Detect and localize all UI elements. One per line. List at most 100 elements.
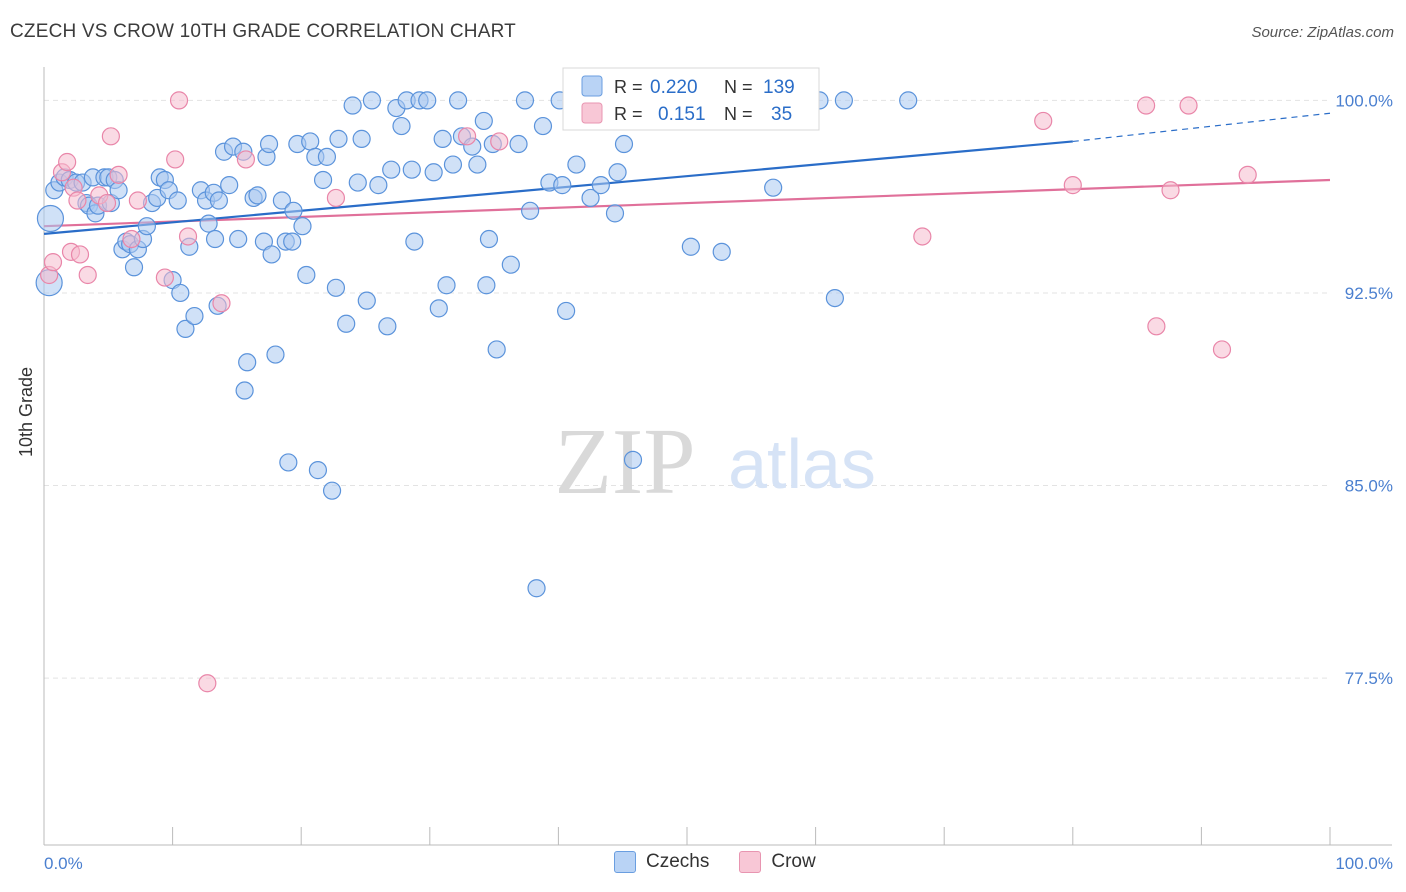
- czechs-point: [357, 291, 376, 310]
- legend-n-value-czechs: 139: [763, 77, 795, 98]
- czechs-point: [369, 176, 388, 195]
- legend-item-czechs[interactable]: Czechs: [614, 851, 709, 873]
- crow-point: [1137, 96, 1156, 115]
- czechs-point: [352, 129, 371, 148]
- czechs-point: [199, 214, 218, 233]
- czechs-point: [402, 160, 421, 179]
- crow-point: [128, 191, 147, 210]
- czechs-point: [259, 134, 279, 154]
- czechs-point: [168, 191, 187, 210]
- crow-point: [101, 127, 120, 146]
- watermark-atlas: atlas: [728, 425, 876, 503]
- czechs-point: [764, 178, 783, 197]
- czechs-point: [209, 191, 228, 210]
- crow-point: [1161, 181, 1180, 200]
- crow-swatch: [739, 851, 762, 873]
- czechs-point: [468, 155, 487, 174]
- czechs-point: [279, 453, 298, 472]
- czechs-point: [220, 176, 239, 195]
- y-tick-label: 77.5%: [1345, 669, 1393, 688]
- czechs-point: [533, 116, 553, 136]
- czechs-point: [474, 111, 493, 131]
- legend-n-label-crow: N =: [724, 104, 753, 124]
- czechs-point: [272, 191, 292, 210]
- czechs-point: [608, 163, 627, 182]
- crow-point: [70, 245, 90, 264]
- crow-point: [1179, 96, 1198, 115]
- legend-r-value-czechs: 0.220: [650, 77, 698, 98]
- czechs-point: [567, 155, 586, 174]
- crow-point: [1063, 176, 1082, 195]
- legend-swatch-crow: [581, 102, 603, 124]
- czechs-swatch: [614, 851, 636, 873]
- crow-point: [155, 268, 174, 287]
- czechs-point: [301, 132, 320, 151]
- crow-point: [490, 132, 509, 151]
- czechs-point: [297, 265, 316, 285]
- czechs-point: [329, 129, 348, 148]
- czechs-point: [614, 134, 634, 154]
- crow-point: [236, 150, 256, 169]
- czechs-point: [557, 301, 576, 321]
- crow-point: [122, 229, 141, 249]
- legend-r-value-crow: 0.151: [658, 104, 706, 125]
- legend-item-crow[interactable]: Crow: [739, 851, 816, 873]
- czechs-point: [176, 319, 195, 339]
- czechs-point: [433, 129, 452, 148]
- czechs-point: [553, 176, 572, 195]
- crow-point: [913, 227, 932, 246]
- tick-labels: 77.5% 85.0% 92.5% 100.0% 0.0% 100.0%: [44, 91, 1393, 873]
- czechs-trend-extension: [1072, 112, 1331, 143]
- czechs-point: [623, 450, 643, 469]
- czechs-point: [137, 217, 156, 236]
- czechs-point: [343, 96, 362, 115]
- czechs-point: [313, 170, 333, 190]
- legend-label-crow: Crow: [771, 851, 816, 872]
- czechs-point: [487, 340, 506, 359]
- crow-point: [78, 265, 97, 285]
- y-tick-label: 92.5%: [1345, 284, 1393, 303]
- x-tick-label-max: 100.0%: [1335, 854, 1393, 873]
- crow-point: [109, 165, 128, 184]
- legend-n-value-crow: 35: [771, 104, 792, 125]
- y-tick-label: 100.0%: [1335, 91, 1393, 110]
- y-tick-label: 85.0%: [1345, 477, 1393, 496]
- legend-n-label-czechs: N =: [724, 77, 753, 97]
- legend-label-czechs: Czechs: [646, 851, 710, 872]
- correlation-legend: R = 0.220 N = 139 R = 0.151 N = 35: [562, 67, 820, 131]
- czechs-point: [825, 288, 844, 308]
- axes: [43, 67, 1392, 846]
- czechs-point: [171, 283, 190, 303]
- crow-point: [1147, 317, 1166, 336]
- crow-trend-line: [43, 178, 1331, 228]
- czechs-point: [382, 160, 401, 179]
- crow-point: [1238, 165, 1257, 184]
- czechs-point: [418, 91, 437, 110]
- chart-title: CZECH VS CROW 10TH GRADE CORRELATION CHA…: [10, 21, 516, 42]
- czechs-point: [515, 91, 535, 110]
- crow-point: [166, 150, 185, 169]
- czechs-point: [124, 258, 144, 277]
- czechs-point: [591, 176, 610, 195]
- crow-point: [212, 294, 231, 313]
- bottom-legend: Czechs Crow: [614, 851, 846, 873]
- czechs-point: [185, 306, 204, 326]
- czechs-point: [834, 91, 853, 110]
- crow-points: [40, 91, 1257, 693]
- czechs-point: [501, 255, 520, 274]
- czechs-point-large: [36, 204, 65, 233]
- czechs-point: [308, 461, 328, 480]
- crow-point: [58, 152, 77, 172]
- czechs-point: [521, 201, 540, 220]
- czechs-point: [293, 217, 312, 236]
- czechs-point: [392, 116, 411, 136]
- legend-r-label-czechs: R =: [614, 77, 643, 97]
- czechs-point: [509, 134, 528, 154]
- zipatlas-watermark: ZIP atlas: [555, 410, 876, 514]
- czechs-point: [205, 229, 225, 249]
- czechs-point: [479, 229, 499, 249]
- czechs-point: [229, 229, 248, 249]
- czechs-point: [378, 317, 397, 336]
- czechs-point: [527, 579, 546, 598]
